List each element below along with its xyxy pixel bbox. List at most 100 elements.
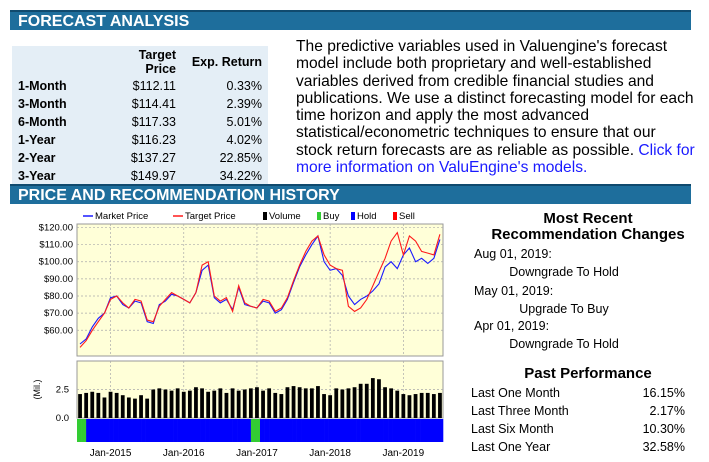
volume-bar — [419, 392, 424, 418]
performance-value: 10.30% — [642, 422, 685, 436]
target-price: $116.23 — [131, 133, 176, 147]
volume-unit-label: (Mil.) — [32, 380, 42, 400]
volume-bar — [322, 394, 326, 418]
recommendation-segment — [173, 419, 178, 442]
recommendation-segment — [337, 419, 343, 442]
table-row: 2-Year $137.27 22.85% — [12, 149, 268, 167]
recommendation-segment — [186, 419, 192, 442]
recommendation-segment — [287, 419, 293, 442]
volume-bar — [84, 392, 89, 418]
volume-bar — [139, 395, 143, 418]
volume-bar — [297, 387, 302, 418]
recommendation-segment — [365, 419, 371, 442]
volume-bar — [236, 390, 241, 418]
recommendation-segment — [159, 419, 165, 442]
table-row: 1-Year $116.23 4.02% — [12, 131, 268, 149]
recommendation-segment — [205, 419, 210, 442]
recommendation-segment — [218, 419, 224, 442]
target-price: $117.33 — [131, 115, 176, 129]
x-tick-label: Jan-2019 — [382, 448, 424, 459]
recommendation-segment — [154, 419, 160, 442]
recommendation-segment — [383, 419, 389, 442]
price-tick-label: $60.00 — [44, 325, 73, 336]
table-row: 3-Month $114.41 2.39% — [12, 95, 268, 113]
recommendation-segment — [369, 419, 375, 442]
recommendation-segment — [420, 419, 425, 442]
price-tick-label: $120.00 — [39, 222, 73, 233]
volume-bar — [242, 389, 247, 418]
volume-bar — [438, 392, 442, 418]
forecast-table-corner — [12, 46, 100, 77]
recommendation-segment — [81, 419, 87, 442]
target-price: $149.97 — [130, 169, 176, 183]
recommendation-segment — [237, 419, 242, 442]
volume-bar — [383, 387, 387, 418]
recommendation-segment — [406, 419, 412, 442]
horizon-label: 1-Month — [18, 79, 67, 93]
recommendation-segment — [346, 419, 352, 442]
volume-bar — [96, 392, 101, 418]
volume-bar — [358, 383, 363, 418]
recommendation-segment — [296, 419, 302, 442]
recommendation-segment — [109, 419, 114, 442]
recommendation-segment — [200, 419, 206, 442]
recommendation-segment — [127, 419, 133, 442]
volume-bar — [413, 394, 418, 418]
recommendation-segment — [163, 419, 169, 442]
performance-label: Last One Year — [471, 440, 551, 454]
volume-bar — [102, 397, 107, 418]
recommendation-segment — [136, 419, 142, 442]
recommendation-segment — [269, 419, 275, 442]
volume-bar — [151, 389, 156, 418]
recommendation-segment — [397, 419, 403, 442]
volume-bar — [230, 388, 235, 418]
change-action: Upgrade To Buy — [519, 302, 609, 316]
volume-bar — [261, 390, 265, 418]
horizon-label: 3-Year — [18, 169, 56, 183]
volume-bar — [224, 392, 229, 418]
volume-bar — [425, 392, 430, 418]
recommendation-segment — [90, 419, 96, 442]
volume-bar — [200, 388, 204, 418]
volume-bar — [157, 388, 162, 418]
model-info-link[interactable]: Click for more information on ValuEngine… — [296, 141, 695, 177]
recommendation-segment — [209, 419, 215, 442]
recommendation-segment — [104, 419, 110, 442]
volume-tick-label: 0.0 — [56, 413, 69, 424]
x-tick-label: Jan-2018 — [309, 448, 351, 459]
recommendation-segment — [113, 419, 119, 442]
volume-bar — [267, 388, 272, 418]
legend-swatch — [263, 212, 267, 220]
past-performance-title: Past Performance — [524, 365, 652, 382]
volume-bar — [194, 387, 198, 418]
volume-bar — [206, 391, 211, 418]
recommendation-segment — [95, 419, 101, 442]
recommendation-segment — [182, 419, 188, 442]
x-tick-label: Jan-2017 — [236, 448, 278, 459]
volume-bar — [285, 387, 290, 418]
volume-bar — [370, 378, 375, 418]
volume-bar — [316, 386, 320, 418]
recommendation-segment — [415, 419, 421, 442]
price-recommendation-chart: Market Price Target Price Volume Buy Hold Sel… — [32, 211, 444, 459]
recommendation-segment — [360, 419, 366, 442]
recommendation-segment — [241, 419, 247, 442]
volume-bar — [78, 394, 82, 418]
volume-plot-area — [76, 360, 444, 419]
volume-bar — [303, 388, 308, 418]
recommendation-segment — [356, 419, 361, 442]
volume-bar — [90, 391, 95, 418]
table-row: 6-Month $117.33 5.01% — [12, 113, 268, 131]
recommendation-segment — [195, 419, 201, 442]
target-price: $114.41 — [131, 97, 176, 111]
expected-return: 0.33% — [226, 79, 262, 93]
recommendation-segment — [301, 419, 307, 442]
recommendation-segment — [324, 419, 329, 442]
recommendation-segment — [145, 419, 151, 442]
price-plot-area — [76, 223, 444, 357]
legend-swatch — [317, 212, 321, 220]
price-tick-label: $110.00 — [39, 240, 73, 251]
change-date: May 01, 2019: — [474, 284, 554, 298]
volume-bar — [126, 397, 131, 418]
x-tick-label: Jan-2015 — [90, 448, 132, 459]
